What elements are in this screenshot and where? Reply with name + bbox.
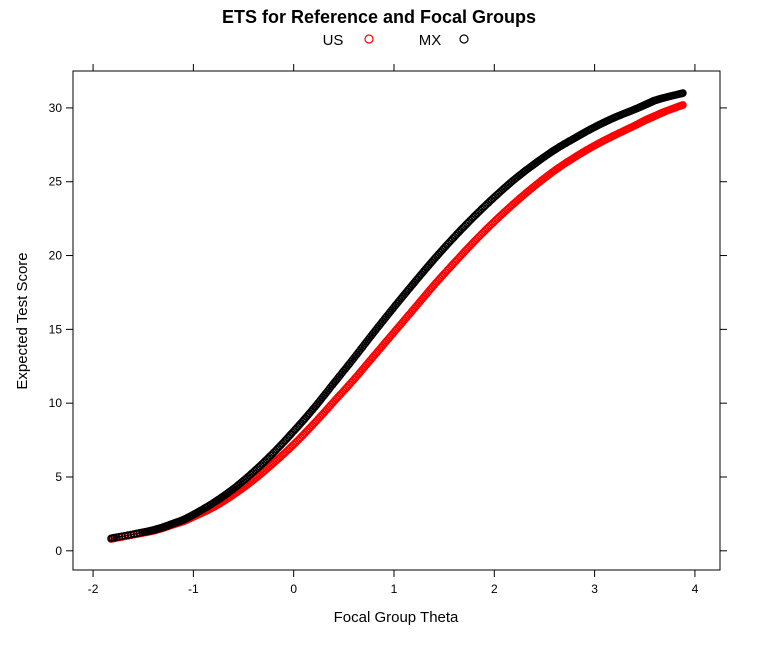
series-mx bbox=[107, 89, 687, 543]
data-point-mx bbox=[679, 89, 687, 97]
legend-label-us: US bbox=[323, 32, 344, 49]
chart-title: ETS for Reference and Focal Groups bbox=[222, 7, 536, 27]
y-tick-label: 0 bbox=[55, 544, 62, 558]
legend-marker-mx bbox=[459, 34, 469, 44]
x-tick-label: 3 bbox=[591, 582, 598, 596]
x-tick-label: -2 bbox=[88, 582, 99, 596]
series-us bbox=[107, 101, 687, 543]
y-axis-label: Expected Test Score bbox=[14, 252, 31, 389]
y-tick-label: 30 bbox=[49, 101, 63, 115]
y-tick-label: 5 bbox=[55, 470, 62, 484]
data-point-us bbox=[679, 101, 687, 109]
legend-marker-us bbox=[364, 34, 374, 44]
plot-frame bbox=[72, 70, 721, 571]
series-layer bbox=[107, 89, 687, 543]
y-tick-label: 25 bbox=[49, 175, 63, 189]
x-tick-label: 0 bbox=[290, 582, 297, 596]
axis-ticks: -2 -1 0 1 2 3 4 0 5 10 15 20 25 30 bbox=[49, 64, 727, 596]
legend: US MX bbox=[323, 32, 469, 49]
y-tick-label: 10 bbox=[49, 396, 63, 410]
y-tick-label: 15 bbox=[49, 322, 63, 336]
legend-label-mx: MX bbox=[419, 32, 442, 49]
x-tick-label: 2 bbox=[491, 582, 498, 596]
x-tick-label: 1 bbox=[391, 582, 398, 596]
y-tick-label: 20 bbox=[49, 249, 63, 263]
x-tick-label: -1 bbox=[188, 582, 199, 596]
x-axis-label: Focal Group Theta bbox=[334, 609, 459, 626]
series-line-us bbox=[111, 104, 684, 540]
series-line-mx bbox=[111, 92, 684, 539]
x-tick-label: 4 bbox=[692, 582, 699, 596]
